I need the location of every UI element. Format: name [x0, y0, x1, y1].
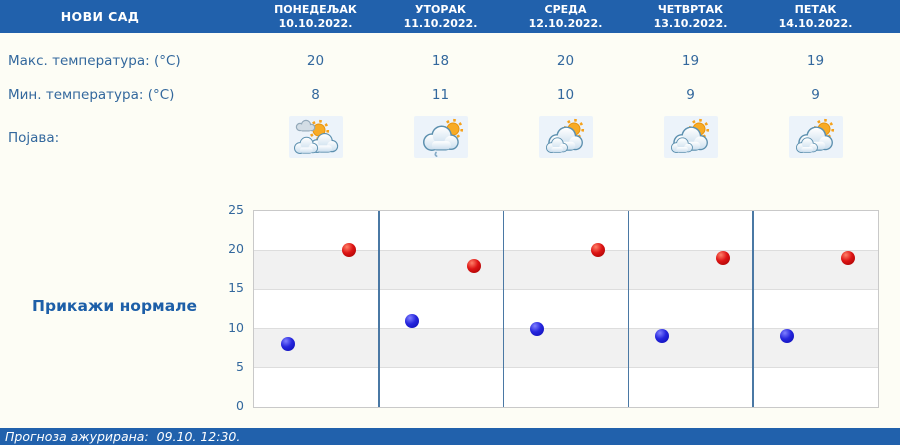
min-temp-point — [779, 329, 794, 344]
min-temp-point — [280, 337, 295, 352]
grid-line — [254, 288, 878, 290]
day-separator-line — [378, 211, 380, 407]
day-header-wednesday: СРЕДА 12.10.2022. — [503, 0, 628, 33]
weather-icon-cloudy-with-sun — [788, 116, 843, 158]
day-name: СРЕДА — [544, 3, 587, 16]
header-bar: НОВИ САД ПОНЕДЕЉАК 10.10.2022. УТОРАК 11… — [0, 0, 900, 33]
day-separator-line — [627, 211, 630, 407]
day-header-tuesday: УТОРАК 11.10.2022. — [378, 0, 503, 33]
phenomenon-label: Појава: — [8, 130, 60, 146]
day-separator-line — [502, 211, 505, 407]
max-temp-value: 19 — [681, 53, 700, 69]
y-axis: 0 5 10 15 20 25 — [188, 202, 244, 413]
min-temp-point — [405, 313, 420, 328]
day-date: 10.10.2022. — [278, 16, 353, 30]
day-separator-line — [752, 211, 754, 407]
y-axis-tick-label: 15 — [228, 280, 244, 296]
y-axis-tick-label: 20 — [228, 241, 244, 257]
footer-bar: Прогноза ажурирана: 09.10. 12:30. — [0, 428, 900, 445]
max-temp-point — [341, 243, 356, 258]
max-temp-label: Макс. температура: (°C) — [8, 53, 181, 69]
min-temp-row: Мин. температура: (°C) 8 11 10 9 9 — [0, 87, 878, 103]
min-temp-value: 9 — [686, 87, 695, 103]
max-temp-value: 20 — [306, 53, 325, 69]
y-axis-tick-label: 5 — [236, 358, 244, 374]
day-header-monday: ПОНЕДЕЉАК 10.10.2022. — [253, 0, 378, 33]
max-temp-point — [841, 251, 856, 266]
day-name: ЧЕТВРТАК — [657, 3, 724, 16]
min-temp-value: 11 — [431, 87, 450, 103]
max-temp-point — [591, 243, 606, 258]
grid-line — [254, 328, 878, 330]
y-axis-tick-label: 10 — [228, 319, 244, 335]
location-title: НОВИ САД — [60, 9, 140, 24]
day-date: 11.10.2022. — [403, 16, 478, 30]
max-temp-value: 18 — [431, 53, 450, 69]
max-temp-row: Макс. температура: (°C) 20 18 20 19 19 — [0, 53, 878, 69]
min-temp-value: 8 — [311, 87, 320, 103]
max-temp-value: 19 — [806, 53, 825, 69]
day-name: УТОРАК — [415, 3, 466, 16]
max-temp-value: 20 — [556, 53, 575, 69]
temperature-plot — [253, 210, 879, 408]
grid-line — [254, 249, 878, 251]
grid-band — [254, 250, 878, 290]
day-name: ПОНЕДЕЉАК — [274, 3, 357, 16]
forecast-updated-text: Прогноза ажурирана: 09.10. 12:30. — [5, 429, 241, 444]
weather-icon-cloud-sun-light-rain — [413, 116, 468, 158]
grid-line — [254, 367, 878, 369]
max-temp-point — [466, 258, 481, 273]
day-header-thursday: ЧЕТВРТАК 13.10.2022. — [628, 0, 753, 33]
min-temp-label: Мин. температура: (°C) — [8, 87, 175, 103]
y-axis-tick-label: 25 — [228, 202, 244, 217]
max-temp-point — [716, 251, 731, 266]
phenomenon-row: Појава: — [0, 116, 878, 158]
day-date: 14.10.2022. — [778, 16, 853, 30]
min-temp-value: 9 — [811, 87, 820, 103]
day-header-friday: ПЕТАК 14.10.2022. — [753, 0, 878, 33]
show-normals-button[interactable]: Прикажи нормале — [32, 297, 198, 315]
weather-icon-cloudy-with-sun — [663, 116, 718, 158]
weather-icon-sun-with-clouds — [288, 116, 343, 158]
day-name: ПЕТАК — [794, 3, 837, 16]
weather-icon-cloudy-with-sun — [538, 116, 593, 158]
day-date: 13.10.2022. — [653, 16, 728, 30]
min-temp-point — [530, 321, 545, 336]
min-temp-value: 10 — [556, 87, 575, 103]
y-axis-tick-label: 0 — [236, 398, 244, 413]
grid-band — [254, 328, 878, 368]
min-temp-point — [655, 329, 670, 344]
day-date: 12.10.2022. — [528, 16, 603, 30]
